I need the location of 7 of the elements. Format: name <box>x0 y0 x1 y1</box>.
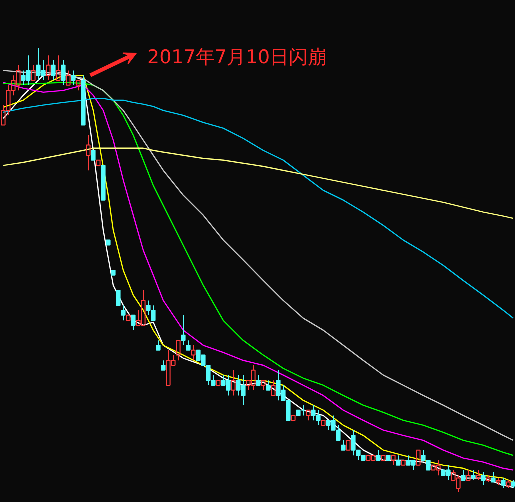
annotation: 2017年7月10日闪崩 <box>148 46 328 68</box>
candlestick <box>71 70 76 86</box>
candlestick <box>86 135 91 172</box>
candlestick <box>46 55 51 81</box>
candlestick <box>51 60 56 81</box>
candlestick <box>181 314 186 346</box>
candlestick <box>61 60 66 86</box>
